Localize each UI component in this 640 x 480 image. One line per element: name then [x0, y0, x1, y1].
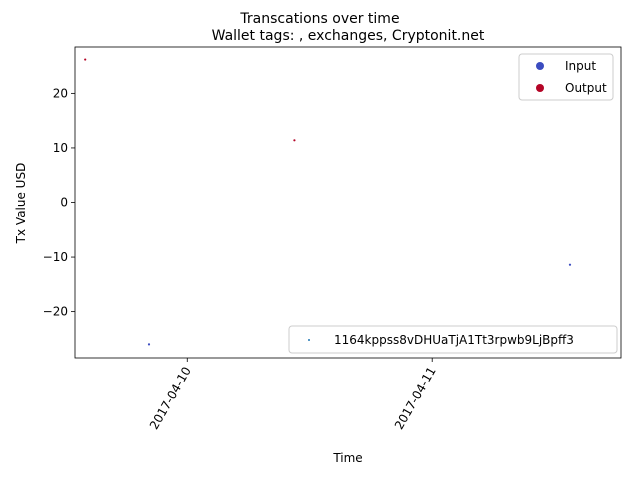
address-legend-label: 1164kppss8vDHUaTjA1Tt3rpwb9LjBpff3 [334, 333, 574, 347]
legend: Input Output [518, 53, 614, 101]
address-legend: 1164kppss8vDHUaTjA1Tt3rpwb9LjBpff3 [288, 325, 618, 354]
y-tick-label: −20 [43, 305, 68, 319]
x-axis-label: Time [332, 451, 362, 465]
chart-suptitle: Transcations over time [239, 11, 399, 27]
legend-input-marker [536, 62, 544, 70]
y-tick-label: 20 [53, 86, 68, 100]
address-legend-marker [308, 339, 310, 341]
x-tick-label: 2017-04-11 [392, 365, 439, 432]
data-point-output [293, 139, 296, 142]
y-tick-label: 10 [53, 141, 68, 155]
legend-output-label: Output [565, 81, 607, 95]
legend-input-label: Input [565, 59, 596, 73]
legend-output-marker [536, 84, 544, 92]
y-axis-label: Tx Value USD [14, 163, 28, 245]
address-legend-box [288, 325, 618, 354]
x-tick-label: 2017-04-10 [147, 365, 194, 432]
data-point-input [568, 263, 572, 266]
data-point-output [84, 58, 87, 61]
plot-area: 20 10 0 −10 −20 2017-04-10 2017-04-11 [43, 46, 622, 432]
axes-frame [74, 46, 622, 359]
data-point-input [147, 343, 151, 346]
y-tick-label: −10 [43, 250, 68, 264]
chart-title: Wallet tags: , exchanges, Cryptonit.net [212, 28, 485, 44]
y-tick-label: 0 [60, 196, 68, 210]
